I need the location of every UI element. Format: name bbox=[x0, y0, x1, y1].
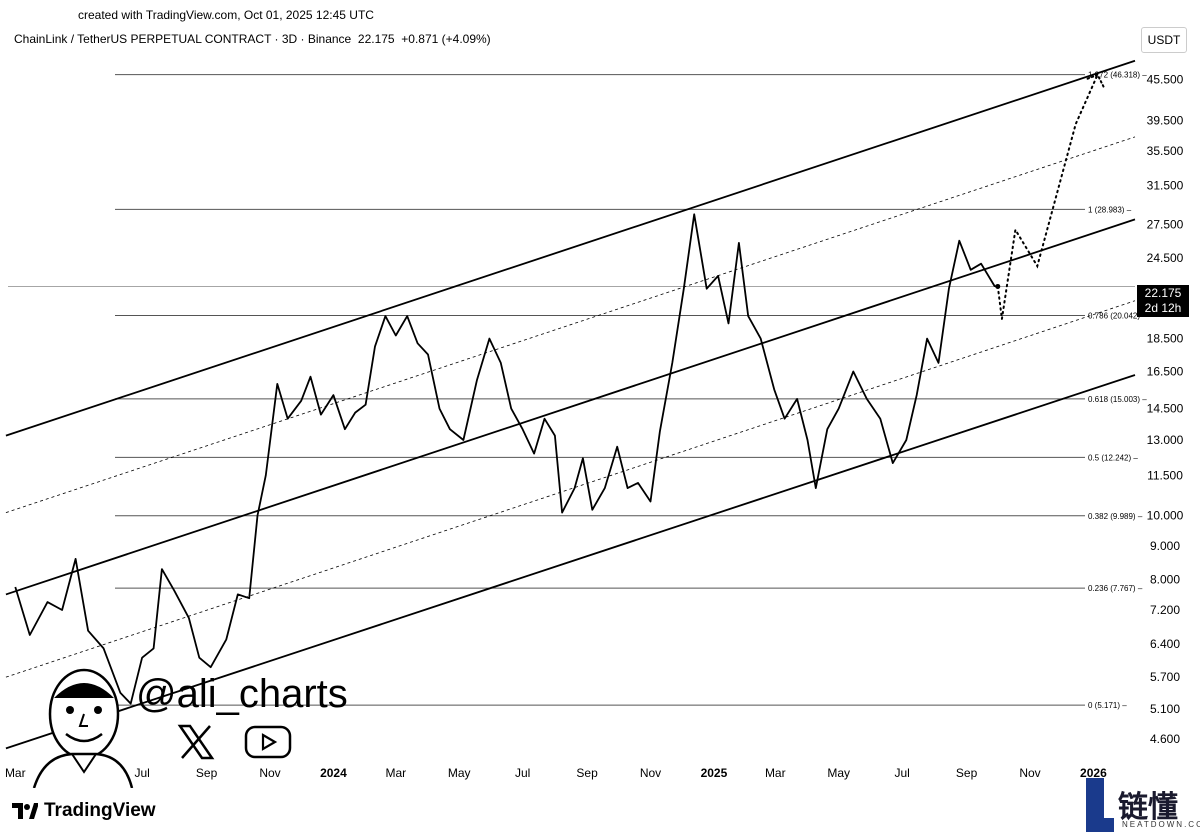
bar-countdown: 2d 12h bbox=[1144, 301, 1182, 315]
x-tick-label: Mar bbox=[765, 766, 786, 780]
x-tick-label: May bbox=[448, 766, 471, 780]
current-price-dot bbox=[995, 283, 1001, 289]
watermark-text: 链懂 bbox=[1118, 790, 1178, 825]
current-price-label: 22.175 2d 12h bbox=[1137, 285, 1189, 317]
symbol-title: ChainLink / TetherUS PERPETUAL CONTRACT … bbox=[14, 32, 352, 46]
y-tick-label: 7.200 bbox=[1150, 603, 1180, 617]
x-tick-label: Sep bbox=[196, 766, 218, 780]
channel-lower-line bbox=[5, 374, 1136, 750]
y-tick-label: 11.500 bbox=[1147, 468, 1183, 482]
y-tick-label: 16.500 bbox=[1147, 364, 1184, 378]
currency-button[interactable]: USDT bbox=[1141, 27, 1187, 53]
x-icon[interactable] bbox=[176, 724, 216, 765]
y-tick-label: 45.500 bbox=[1147, 73, 1184, 87]
x-tick-label: Sep bbox=[576, 766, 598, 780]
fib-level-label: 0 (5.171) – bbox=[1088, 701, 1127, 710]
symbol-header: ChainLink / TetherUS PERPETUAL CONTRACT … bbox=[14, 32, 491, 46]
y-tick-label: 35.500 bbox=[1147, 144, 1184, 158]
x-tick-label: Jul bbox=[515, 766, 530, 780]
y-tick-label: 5.100 bbox=[1150, 702, 1180, 716]
x-tick-label: 2026 bbox=[1080, 766, 1107, 780]
fib-level-label: 0.786 (20.042) – bbox=[1088, 312, 1147, 321]
projection-arrowhead bbox=[1086, 73, 1105, 88]
neatdown-logo-icon bbox=[1086, 778, 1114, 832]
channel-middle-line bbox=[5, 218, 1136, 596]
y-tick-label: 27.500 bbox=[1147, 218, 1184, 232]
y-tick-label: 13.000 bbox=[1147, 433, 1184, 447]
fib-level-label: 0.5 (12.242) – bbox=[1088, 453, 1138, 462]
fib-level-label: 0.236 (7.767) – bbox=[1088, 584, 1143, 593]
x-tick-label: Jul bbox=[894, 766, 909, 780]
y-tick-label: 24.500 bbox=[1147, 251, 1184, 265]
y-tick-label: 31.500 bbox=[1147, 178, 1184, 192]
y-tick-label: 6.400 bbox=[1150, 637, 1180, 651]
x-tick-label: Sep bbox=[956, 766, 978, 780]
x-tick-label: Nov bbox=[259, 766, 280, 780]
x-tick-label: Nov bbox=[640, 766, 661, 780]
tradingview-logo[interactable]: TradingView bbox=[12, 800, 156, 822]
y-tick-label: 4.600 bbox=[1150, 732, 1180, 746]
price-change: +0.871 (+4.09%) bbox=[401, 32, 491, 46]
x-tick-label: Mar bbox=[385, 766, 406, 780]
price-line bbox=[14, 213, 998, 705]
channel-quarter-upper-line bbox=[5, 136, 1136, 514]
watermark-sub: NEATDOWN.COM bbox=[1122, 820, 1200, 829]
channel-quarter-lower-line bbox=[5, 300, 1136, 678]
y-tick-label: 14.500 bbox=[1147, 402, 1184, 416]
y-tick-label: 8.000 bbox=[1150, 573, 1180, 587]
x-tick-label: 2025 bbox=[701, 766, 728, 780]
last-price: 22.175 bbox=[357, 32, 395, 46]
fib-level-label: 0.382 (9.989) – bbox=[1088, 512, 1143, 521]
x-tick-label: 2024 bbox=[320, 766, 347, 780]
created-caption: created with TradingView.com, Oct 01, 20… bbox=[78, 8, 374, 22]
projection-path bbox=[996, 73, 1099, 320]
tradingview-icon bbox=[12, 803, 38, 819]
y-tick-label: 5.700 bbox=[1150, 670, 1180, 684]
fib-level-label: 1.272 (46.318) – bbox=[1088, 71, 1147, 80]
current-price-value: 22.175 bbox=[1144, 286, 1182, 300]
youtube-icon[interactable] bbox=[244, 724, 292, 765]
author-handle[interactable]: @ali_charts bbox=[136, 672, 348, 716]
x-tick-label: Nov bbox=[1019, 766, 1040, 780]
x-tick-label: Mar bbox=[5, 766, 26, 780]
fib-level-label: 0.618 (15.003) – bbox=[1088, 395, 1147, 404]
y-tick-label: 39.500 bbox=[1147, 113, 1184, 127]
y-tick-label: 18.500 bbox=[1147, 332, 1184, 346]
author-avatar bbox=[14, 648, 134, 793]
x-tick-label: Jul bbox=[134, 766, 149, 780]
x-tick-label: May bbox=[827, 766, 850, 780]
y-tick-label: 9.000 bbox=[1150, 539, 1180, 553]
channel-upper-line bbox=[5, 59, 1136, 437]
y-tick-label: 10.000 bbox=[1147, 508, 1184, 522]
fib-level-label: 1 (28.983) – bbox=[1088, 205, 1132, 214]
brand-name: TradingView bbox=[44, 800, 156, 821]
